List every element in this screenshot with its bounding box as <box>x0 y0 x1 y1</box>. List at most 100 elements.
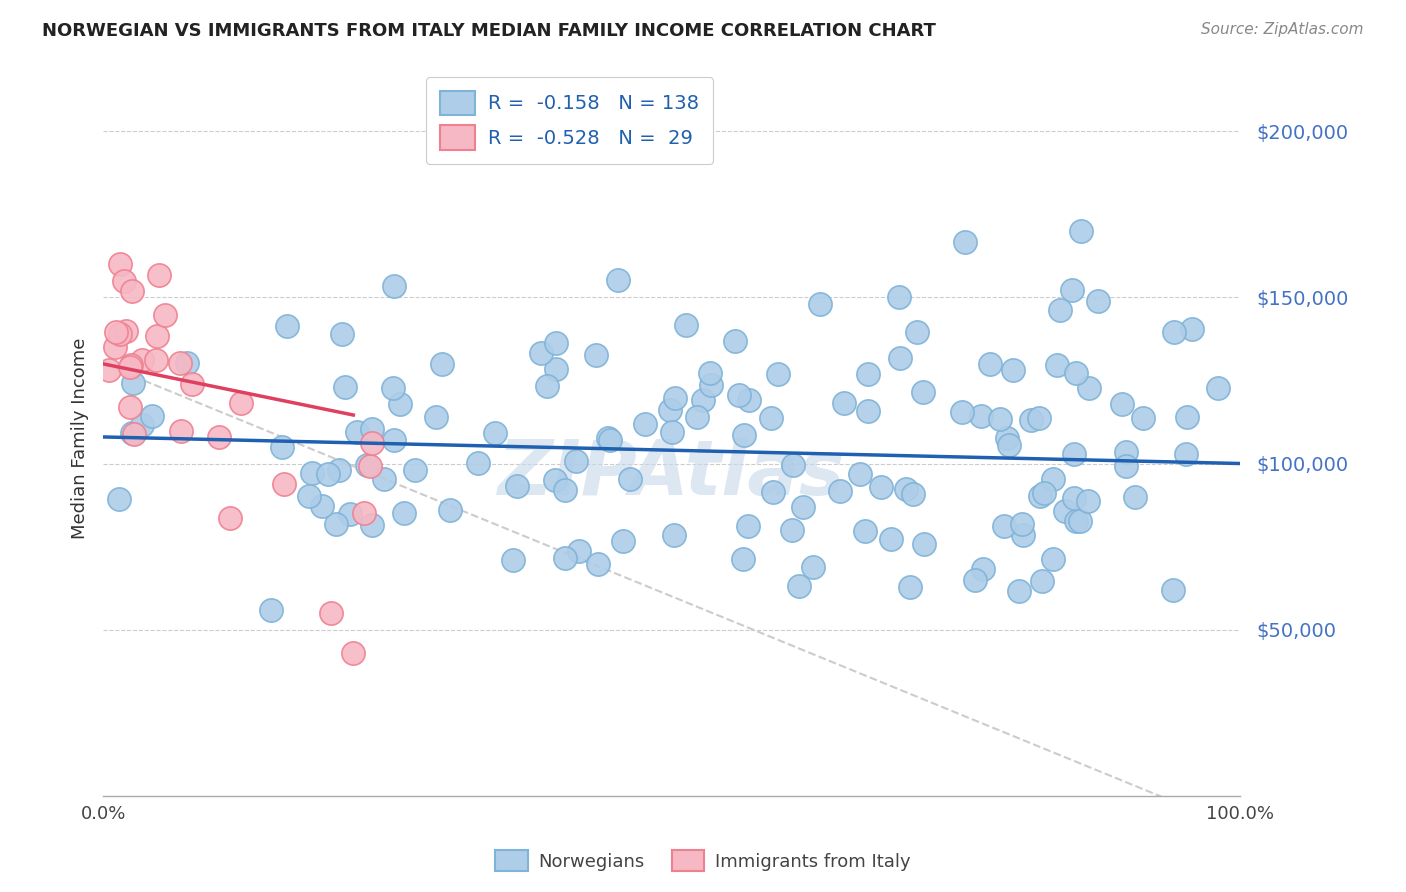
Point <box>568 544 591 558</box>
Point <box>554 551 576 566</box>
Point <box>970 409 993 424</box>
Point <box>801 559 824 574</box>
Point <box>392 507 415 521</box>
Point <box>112 274 135 288</box>
Point <box>1111 397 1133 411</box>
Point <box>339 507 361 521</box>
Point <box>108 257 131 271</box>
Point <box>853 524 876 538</box>
Point <box>1012 528 1035 542</box>
Point <box>121 426 143 441</box>
Point <box>692 392 714 407</box>
Point <box>607 273 630 287</box>
Point <box>276 318 298 333</box>
Text: Source: ZipAtlas.com: Source: ZipAtlas.com <box>1201 22 1364 37</box>
Point <box>955 235 977 249</box>
Point <box>834 396 856 410</box>
Point <box>565 453 588 467</box>
Point <box>103 340 125 354</box>
Point <box>1028 489 1050 503</box>
Point <box>121 284 143 298</box>
Point <box>612 533 634 548</box>
Point <box>658 403 681 417</box>
Point <box>328 462 350 476</box>
Point <box>148 268 170 283</box>
Point <box>979 357 1001 371</box>
Point <box>596 431 619 445</box>
Point <box>972 562 994 576</box>
Point <box>1077 493 1099 508</box>
Point <box>120 401 142 415</box>
Point <box>1115 458 1137 473</box>
Point <box>1078 381 1101 395</box>
Point <box>894 482 917 496</box>
Point <box>260 603 283 617</box>
Point <box>586 557 609 571</box>
Point <box>889 290 911 304</box>
Point <box>121 376 143 390</box>
Point <box>733 551 755 566</box>
Point <box>664 391 686 405</box>
Point <box>1161 583 1184 598</box>
Point <box>762 484 785 499</box>
Point <box>792 500 814 514</box>
Point <box>1028 411 1050 425</box>
Point <box>270 440 292 454</box>
Point <box>950 405 973 419</box>
Point <box>146 329 169 343</box>
Point <box>699 366 721 380</box>
Point <box>1062 284 1084 298</box>
Point <box>699 377 721 392</box>
Point <box>1045 358 1067 372</box>
Point <box>1163 325 1185 339</box>
Point <box>727 388 749 402</box>
Text: ZIPAtlas: ZIPAtlas <box>498 437 845 511</box>
Point <box>381 381 404 395</box>
Point <box>373 472 395 486</box>
Point <box>782 458 804 472</box>
Point <box>599 434 621 448</box>
Point <box>889 351 911 365</box>
Point <box>1001 363 1024 377</box>
Point <box>912 385 935 400</box>
Point <box>1175 410 1198 425</box>
Point <box>880 532 903 546</box>
Point <box>662 528 685 542</box>
Point <box>176 355 198 369</box>
Point <box>1011 516 1033 531</box>
Point <box>298 490 321 504</box>
Point <box>546 361 568 376</box>
Point <box>1087 294 1109 309</box>
Point <box>170 424 193 438</box>
Point <box>382 433 405 447</box>
Point <box>856 403 879 417</box>
Point <box>546 336 568 351</box>
Point <box>384 278 406 293</box>
Point <box>360 422 382 436</box>
Point <box>780 523 803 537</box>
Point <box>432 357 454 371</box>
Point <box>1069 514 1091 528</box>
Point <box>536 379 558 393</box>
Point <box>311 499 333 513</box>
Point <box>180 376 202 391</box>
Point <box>675 318 697 332</box>
Point <box>808 297 831 311</box>
Legend: Norwegians, Immigrants from Italy: Norwegians, Immigrants from Italy <box>488 843 918 879</box>
Point <box>998 438 1021 452</box>
Point <box>131 418 153 433</box>
Point <box>389 396 412 410</box>
Point <box>356 458 378 472</box>
Point <box>115 324 138 338</box>
Point <box>229 396 252 410</box>
Point <box>1007 584 1029 599</box>
Point <box>361 435 384 450</box>
Point <box>359 459 381 474</box>
Point <box>685 410 707 425</box>
Point <box>995 431 1018 445</box>
Point <box>1115 445 1137 459</box>
Point <box>104 326 127 340</box>
Point <box>425 409 447 424</box>
Point <box>1174 447 1197 461</box>
Point <box>1042 473 1064 487</box>
